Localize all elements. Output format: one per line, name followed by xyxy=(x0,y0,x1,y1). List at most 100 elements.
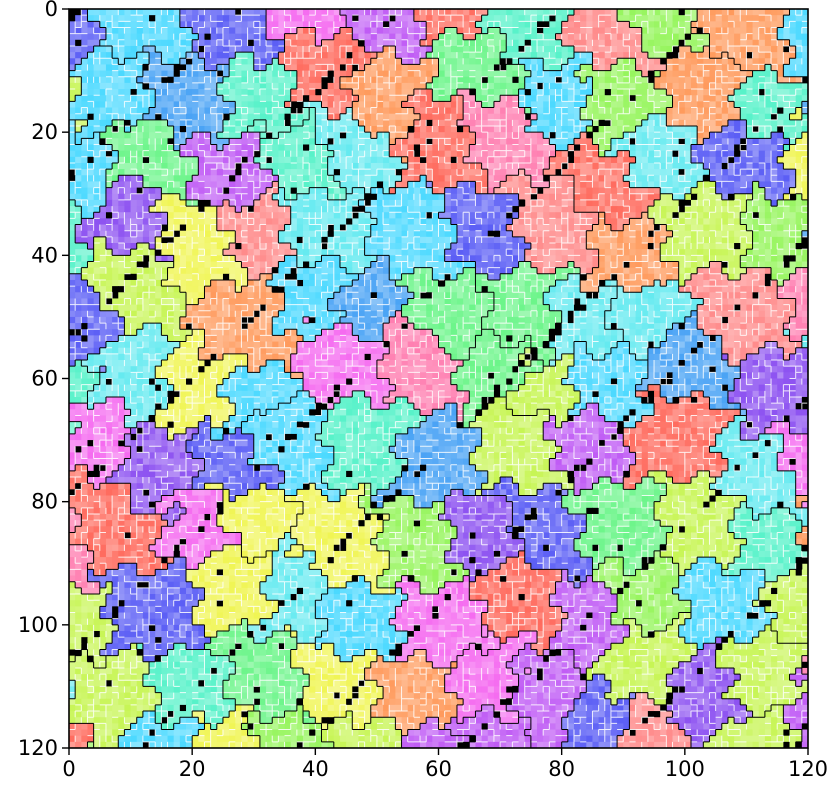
heatmap-cell xyxy=(192,261,199,269)
heatmap-cell xyxy=(530,206,538,213)
heatmap-cell xyxy=(112,9,119,16)
heatmap-cell xyxy=(352,150,360,158)
heatmap-cell xyxy=(561,21,569,29)
heatmap-cell xyxy=(315,255,323,263)
heatmap-cell xyxy=(290,150,298,158)
heatmap-cell xyxy=(752,218,760,226)
heatmap-cell xyxy=(370,193,378,201)
heatmap-cell xyxy=(795,33,803,41)
heatmap-cell xyxy=(629,9,637,16)
heatmap-cell xyxy=(346,89,353,96)
heatmap-cell xyxy=(161,58,169,66)
heatmap-cell xyxy=(783,58,791,66)
heatmap-cell xyxy=(216,230,224,238)
heatmap-cell xyxy=(401,39,409,47)
heatmap-cell xyxy=(216,119,224,127)
heatmap-cell xyxy=(740,169,748,176)
heatmap-cell xyxy=(389,70,396,78)
heatmap-cell xyxy=(660,138,667,146)
heatmap-cell xyxy=(493,243,501,250)
heatmap-cell xyxy=(81,82,89,90)
heatmap-cell xyxy=(284,76,292,84)
heatmap-cell xyxy=(727,249,735,256)
heatmap-cell xyxy=(222,15,230,22)
heatmap-cell xyxy=(697,21,704,29)
heatmap-cell xyxy=(204,82,212,90)
heatmap-cell xyxy=(715,199,723,207)
heatmap-cell xyxy=(210,33,218,41)
heatmap-cell xyxy=(352,101,360,109)
heatmap-cell xyxy=(573,82,581,90)
heatmap-cell xyxy=(697,132,704,139)
heatmap-cell xyxy=(580,144,587,152)
heatmap-cell xyxy=(407,15,415,22)
heatmap-cell xyxy=(413,199,421,207)
heatmap-cell xyxy=(783,230,791,238)
heatmap-cell xyxy=(395,119,403,127)
heatmap-cell xyxy=(81,175,89,183)
heatmap-cell xyxy=(272,21,279,29)
heatmap-cell xyxy=(740,70,748,78)
heatmap-cell xyxy=(136,76,144,84)
heatmap-cell xyxy=(130,138,138,146)
heatmap-cell xyxy=(506,126,513,133)
heatmap-cell xyxy=(586,199,594,207)
heatmap-cell xyxy=(598,27,606,35)
heatmap-cell xyxy=(426,39,433,47)
heatmap-cell xyxy=(296,95,304,102)
heatmap-cell xyxy=(561,132,569,139)
heatmap-cell xyxy=(204,33,212,41)
heatmap-cell xyxy=(469,181,477,189)
heatmap-cell xyxy=(81,45,89,53)
heatmap-cell xyxy=(684,9,692,16)
heatmap-cell xyxy=(487,206,495,213)
heatmap-cell xyxy=(752,89,760,96)
heatmap-cell xyxy=(99,261,107,269)
heatmap-cell xyxy=(346,21,353,29)
heatmap-cell xyxy=(758,236,766,244)
heatmap-cell xyxy=(87,39,95,47)
heatmap-cell xyxy=(346,138,353,146)
heatmap-cell xyxy=(758,169,766,176)
heatmap-cell xyxy=(592,206,600,213)
heatmap-cell xyxy=(746,58,754,66)
heatmap-cell xyxy=(549,249,557,256)
heatmap-cell xyxy=(309,261,316,269)
heatmap-cell xyxy=(524,150,532,158)
heatmap-cell xyxy=(192,224,199,232)
heatmap-cell xyxy=(198,181,206,189)
heatmap-cell xyxy=(543,169,550,176)
heatmap-cell xyxy=(358,101,366,109)
heatmap-cell xyxy=(684,187,692,195)
heatmap-cell xyxy=(740,199,748,207)
heatmap-cell xyxy=(555,39,563,47)
heatmap-cell xyxy=(506,27,513,35)
heatmap-cell xyxy=(222,169,230,176)
heatmap-cell xyxy=(278,187,286,195)
heatmap-cell xyxy=(530,156,538,164)
heatmap-cell xyxy=(272,107,279,115)
heatmap-cell xyxy=(493,218,501,226)
heatmap-cell xyxy=(253,82,261,90)
heatmap-cell xyxy=(210,199,218,207)
heatmap-cell xyxy=(167,255,175,263)
heatmap-cell xyxy=(647,249,655,256)
heatmap-cell xyxy=(493,255,501,263)
heatmap-cell xyxy=(746,193,754,201)
heatmap-cell xyxy=(598,9,606,16)
heatmap-cell xyxy=(315,138,323,146)
heatmap-cell xyxy=(235,181,243,189)
heatmap-cell xyxy=(296,138,304,146)
heatmap-cell xyxy=(259,144,267,152)
heatmap-cell xyxy=(549,52,557,59)
heatmap-cell xyxy=(660,52,667,59)
heatmap-cell xyxy=(493,76,501,84)
heatmap-cell xyxy=(666,156,674,164)
heatmap-cell xyxy=(278,224,286,232)
heatmap-cell xyxy=(149,45,156,53)
heatmap-cell xyxy=(413,162,421,170)
heatmap-cell xyxy=(272,255,279,263)
heatmap-cell xyxy=(660,169,667,176)
heatmap-cell xyxy=(500,224,507,232)
heatmap-cell xyxy=(740,107,748,115)
